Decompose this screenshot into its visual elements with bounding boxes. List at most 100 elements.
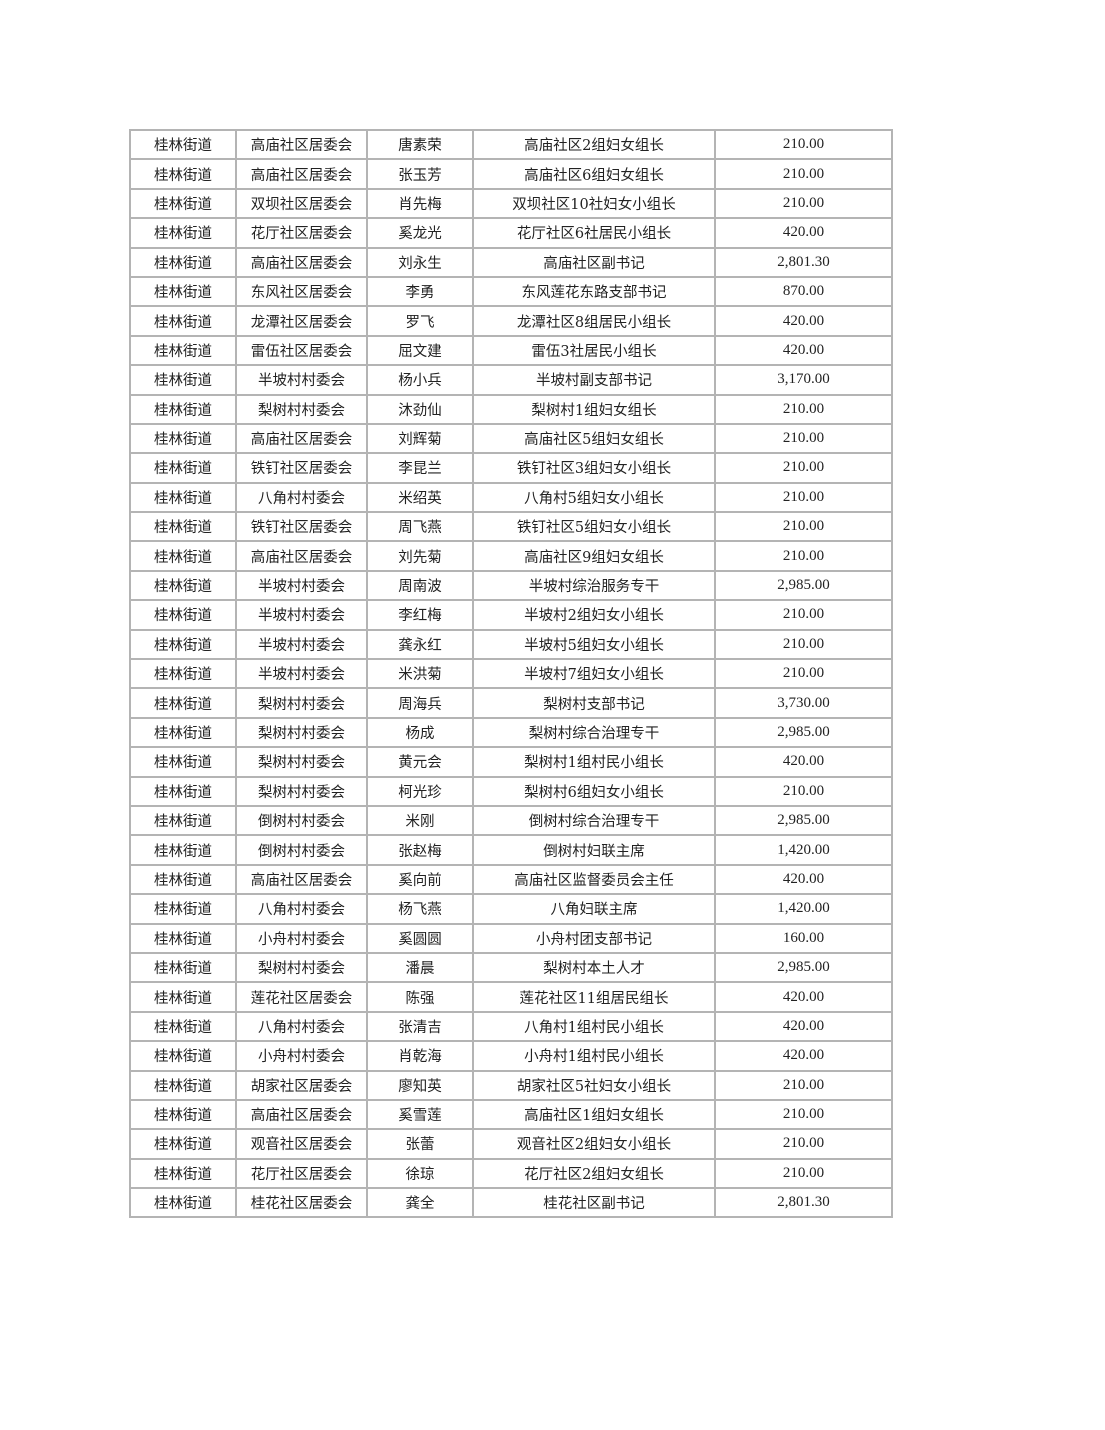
name-cell: 周飞燕	[366, 511, 474, 543]
street-cell: 桂林街道	[129, 1069, 237, 1101]
amount-cell: 2,985.00	[714, 569, 893, 602]
amount-cell: 3,170.00	[714, 364, 893, 396]
name-cell: 李红梅	[366, 599, 474, 631]
amount-cell: 3,730.00	[714, 687, 893, 719]
street-cell: 桂林街道	[129, 951, 237, 984]
table-row: 桂林街道 雷伍社区居委会 屈文建 雷伍3社居民小组长 420.00	[129, 334, 893, 367]
street-cell: 桂林街道	[129, 422, 237, 455]
table-row: 桂林街道 高庙社区居委会 刘先菊 高庙社区9组妇女组长 210.00	[129, 540, 893, 572]
amount-cell: 420.00	[714, 863, 893, 896]
table-row: 桂林街道 半坡村村委会 杨小兵 半坡村副支部书记 3,170.00	[129, 364, 893, 396]
table-row: 桂林街道 梨树村村委会 潘晨 梨树村本土人才 2,985.00	[129, 951, 893, 984]
committee-cell: 双坝社区居委会	[235, 187, 368, 220]
position-cell: 胡家社区5社妇女小组长	[472, 1069, 716, 1101]
table-row: 桂林街道 八角村村委会 杨飞燕 八角妇联主席 1,420.00	[129, 893, 893, 925]
committee-cell: 梨树村村委会	[235, 393, 368, 425]
name-cell: 奚龙光	[366, 217, 474, 249]
street-cell: 桂林街道	[129, 834, 237, 866]
committee-cell: 梨树村村委会	[235, 687, 368, 719]
street-cell: 桂林街道	[129, 981, 237, 1013]
name-cell: 张玉芳	[366, 158, 474, 190]
position-cell: 八角村5组妇女小组长	[472, 481, 716, 514]
name-cell: 潘晨	[366, 951, 474, 984]
committee-cell: 小舟村村委会	[235, 1040, 368, 1072]
table-row: 桂林街道 龙潭社区居委会 罗飞 龙潭社区8组居民小组长 420.00	[129, 305, 893, 337]
position-cell: 观音社区2组妇女小组长	[472, 1128, 716, 1160]
name-cell: 米刚	[366, 804, 474, 837]
amount-cell: 210.00	[714, 422, 893, 455]
table-row: 桂林街道 双坝社区居委会 肖先梅 双坝社区10社妇女小组长 210.00	[129, 187, 893, 220]
allowance-table: 桂林街道 高庙社区居委会 唐素荣 高庙社区2组妇女组长 210.00 桂林街道 高庙社区居委…	[129, 128, 893, 1219]
committee-cell: 铁钉社区居委会	[235, 452, 368, 484]
table-row: 桂林街道 梨树村村委会 柯光珍 梨树村6组妇女小组长 210.00	[129, 775, 893, 807]
street-cell: 桂林街道	[129, 1187, 237, 1219]
amount-cell: 210.00	[714, 628, 893, 661]
street-cell: 桂林街道	[129, 364, 237, 396]
amount-cell: 210.00	[714, 1098, 893, 1131]
table-row: 桂林街道 桂花社区居委会 龚全 桂花社区副书记 2,801.30	[129, 1187, 893, 1219]
committee-cell: 八角村村委会	[235, 1010, 368, 1043]
committee-cell: 八角村村委会	[235, 893, 368, 925]
name-cell: 龚全	[366, 1187, 474, 1219]
street-cell: 桂林街道	[129, 540, 237, 572]
amount-cell: 420.00	[714, 1010, 893, 1043]
amount-cell: 210.00	[714, 658, 893, 690]
amount-cell: 2,801.30	[714, 246, 893, 278]
committee-cell: 半坡村村委会	[235, 658, 368, 690]
committee-cell: 观音社区居委会	[235, 1128, 368, 1160]
position-cell: 梨树村6组妇女小组长	[472, 775, 716, 807]
table-row: 桂林街道 半坡村村委会 李红梅 半坡村2组妇女小组长 210.00	[129, 599, 893, 631]
position-cell: 龙潭社区8组居民小组长	[472, 305, 716, 337]
position-cell: 东风莲花东路支部书记	[472, 275, 716, 308]
street-cell: 桂林街道	[129, 746, 237, 778]
street-cell: 桂林街道	[129, 187, 237, 220]
table-row: 桂林街道 铁钉社区居委会 周飞燕 铁钉社区5组妇女小组长 210.00	[129, 511, 893, 543]
position-cell: 雷伍3社居民小组长	[472, 334, 716, 367]
amount-cell: 1,420.00	[714, 834, 893, 866]
street-cell: 桂林街道	[129, 393, 237, 425]
street-cell: 桂林街道	[129, 775, 237, 807]
committee-cell: 高庙社区居委会	[235, 158, 368, 190]
street-cell: 桂林街道	[129, 893, 237, 925]
street-cell: 桂林街道	[129, 1098, 237, 1131]
table-row: 桂林街道 梨树村村委会 周海兵 梨树村支部书记 3,730.00	[129, 687, 893, 719]
amount-cell: 2,985.00	[714, 716, 893, 749]
committee-cell: 花厅社区居委会	[235, 217, 368, 249]
name-cell: 唐素荣	[366, 128, 474, 161]
name-cell: 周海兵	[366, 687, 474, 719]
committee-cell: 桂花社区居委会	[235, 1187, 368, 1219]
amount-cell: 210.00	[714, 481, 893, 514]
street-cell: 桂林街道	[129, 1157, 237, 1190]
street-cell: 桂林街道	[129, 687, 237, 719]
name-cell: 刘辉菊	[366, 422, 474, 455]
committee-cell: 花厅社区居委会	[235, 1157, 368, 1190]
committee-cell: 倒树村村委会	[235, 804, 368, 837]
street-cell: 桂林街道	[129, 511, 237, 543]
name-cell: 米绍英	[366, 481, 474, 514]
table-row: 桂林街道 半坡村村委会 龚永红 半坡村5组妇女小组长 210.00	[129, 628, 893, 661]
amount-cell: 210.00	[714, 158, 893, 190]
street-cell: 桂林街道	[129, 305, 237, 337]
committee-cell: 半坡村村委会	[235, 569, 368, 602]
amount-cell: 210.00	[714, 511, 893, 543]
street-cell: 桂林街道	[129, 158, 237, 190]
name-cell: 龚永红	[366, 628, 474, 661]
committee-cell: 高庙社区居委会	[235, 422, 368, 455]
position-cell: 倒树村妇联主席	[472, 834, 716, 866]
position-cell: 高庙社区监督委员会主任	[472, 863, 716, 896]
name-cell: 黄元会	[366, 746, 474, 778]
table-row: 桂林街道 高庙社区居委会 张玉芳 高庙社区6组妇女组长 210.00	[129, 158, 893, 190]
amount-cell: 210.00	[714, 128, 893, 161]
table-row: 桂林街道 倒树村村委会 米刚 倒树村综合治理专干 2,985.00	[129, 804, 893, 837]
position-cell: 八角村1组村民小组长	[472, 1010, 716, 1043]
position-cell: 花厅社区6社居民小组长	[472, 217, 716, 249]
name-cell: 刘先菊	[366, 540, 474, 572]
name-cell: 杨小兵	[366, 364, 474, 396]
table-row: 桂林街道 半坡村村委会 米洪菊 半坡村7组妇女小组长 210.00	[129, 658, 893, 690]
name-cell: 肖先梅	[366, 187, 474, 220]
table-row: 桂林街道 花厅社区居委会 徐琼 花厅社区2组妇女组长 210.00	[129, 1157, 893, 1190]
street-cell: 桂林街道	[129, 1040, 237, 1072]
table-row: 桂林街道 高庙社区居委会 刘辉菊 高庙社区5组妇女组长 210.00	[129, 422, 893, 455]
name-cell: 李昆兰	[366, 452, 474, 484]
street-cell: 桂林街道	[129, 275, 237, 308]
